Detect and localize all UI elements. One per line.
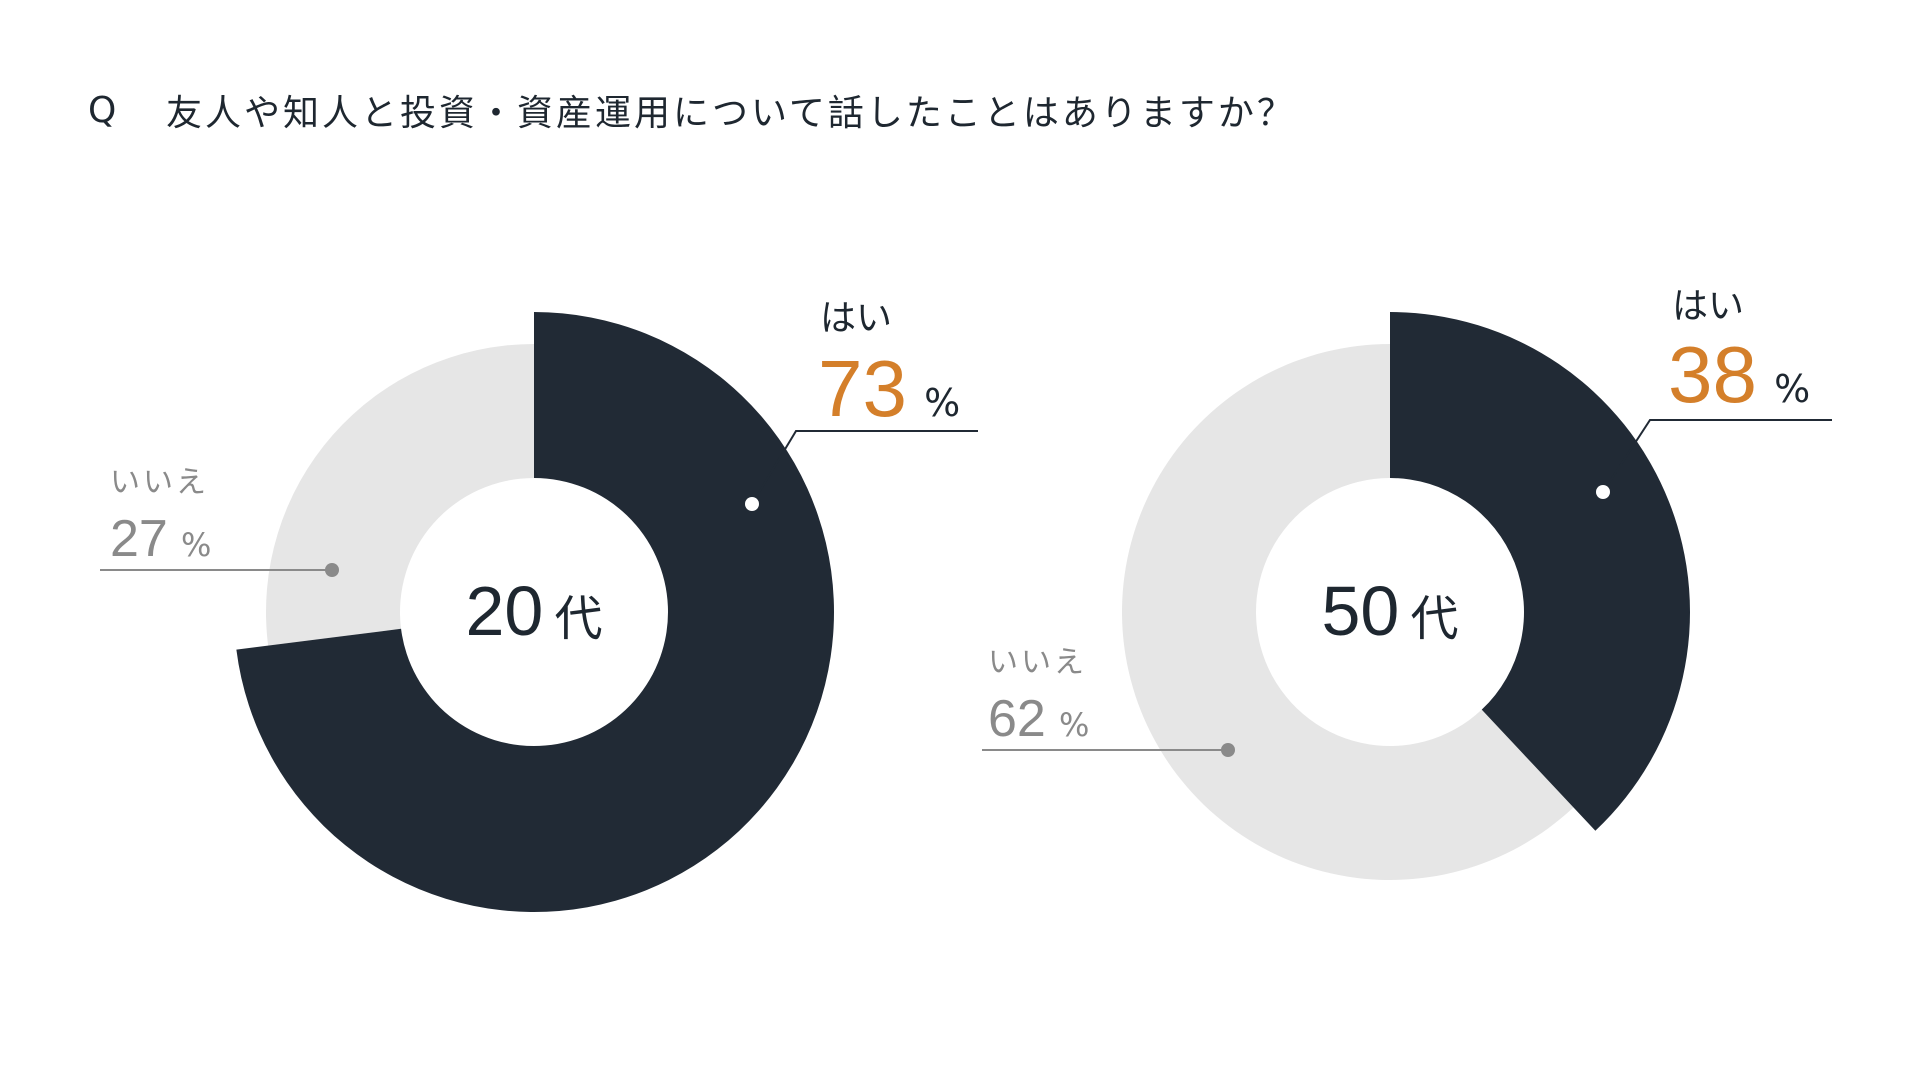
yes-unit-50s: % <box>1774 367 1810 411</box>
yes-label-50s: はい <box>1672 286 1744 327</box>
yes-label-20s: はい <box>820 298 892 339</box>
yes-pct-50s: 38 <box>1668 330 1757 419</box>
leader-line-yes-20s <box>751 430 978 505</box>
no-unit-50s: % <box>1059 706 1089 744</box>
yes-pct-20s: 73 <box>818 344 907 433</box>
slice-yes-20s <box>236 312 834 912</box>
slice-no-50s <box>1121 343 1574 880</box>
leader-dot-no-20s <box>325 563 339 577</box>
question-heading: Q 友人や知人と投資・資産運用について話したことはありますか？ <box>88 84 1296 136</box>
question-text: 友人や知人と投資・資産運用について話したことはありますか？ <box>166 93 1296 134</box>
no-value-20s: 27 % <box>110 510 211 568</box>
slice-yes-50s <box>1390 312 1690 831</box>
leader-dot-yes-50s <box>1596 485 1610 499</box>
question-mark: Q <box>88 89 117 131</box>
leader-dot-no-50s <box>1221 743 1235 757</box>
no-pct-50s: 62 <box>988 690 1046 748</box>
no-unit-20s: % <box>181 526 211 564</box>
donut-chart-50s: 50 代 はい 38 % いいえ 62 % <box>982 286 1832 880</box>
leader-dot-yes-20s <box>745 497 759 511</box>
donut-chart-20s: 20 代 はい 73 % いいえ 27 % <box>100 298 978 912</box>
center-number-50s: 50 <box>1322 572 1400 650</box>
no-label-50s: いいえ <box>988 645 1087 680</box>
yes-unit-20s: % <box>924 381 960 425</box>
center-suffix-20s: 代 <box>554 591 602 647</box>
leader-line-yes-50s <box>1602 419 1832 493</box>
center-number-20s: 20 <box>466 572 544 650</box>
center-suffix-50s: 代 <box>1410 591 1458 647</box>
no-pct-20s: 27 <box>110 510 168 568</box>
yes-value-20s: 73 % <box>818 344 960 433</box>
center-label-20s: 20 代 <box>466 572 603 650</box>
center-label-50s: 50 代 <box>1322 572 1459 650</box>
yes-value-50s: 38 % <box>1668 330 1810 419</box>
no-label-20s: いいえ <box>110 465 209 500</box>
no-value-50s: 62 % <box>988 690 1089 748</box>
